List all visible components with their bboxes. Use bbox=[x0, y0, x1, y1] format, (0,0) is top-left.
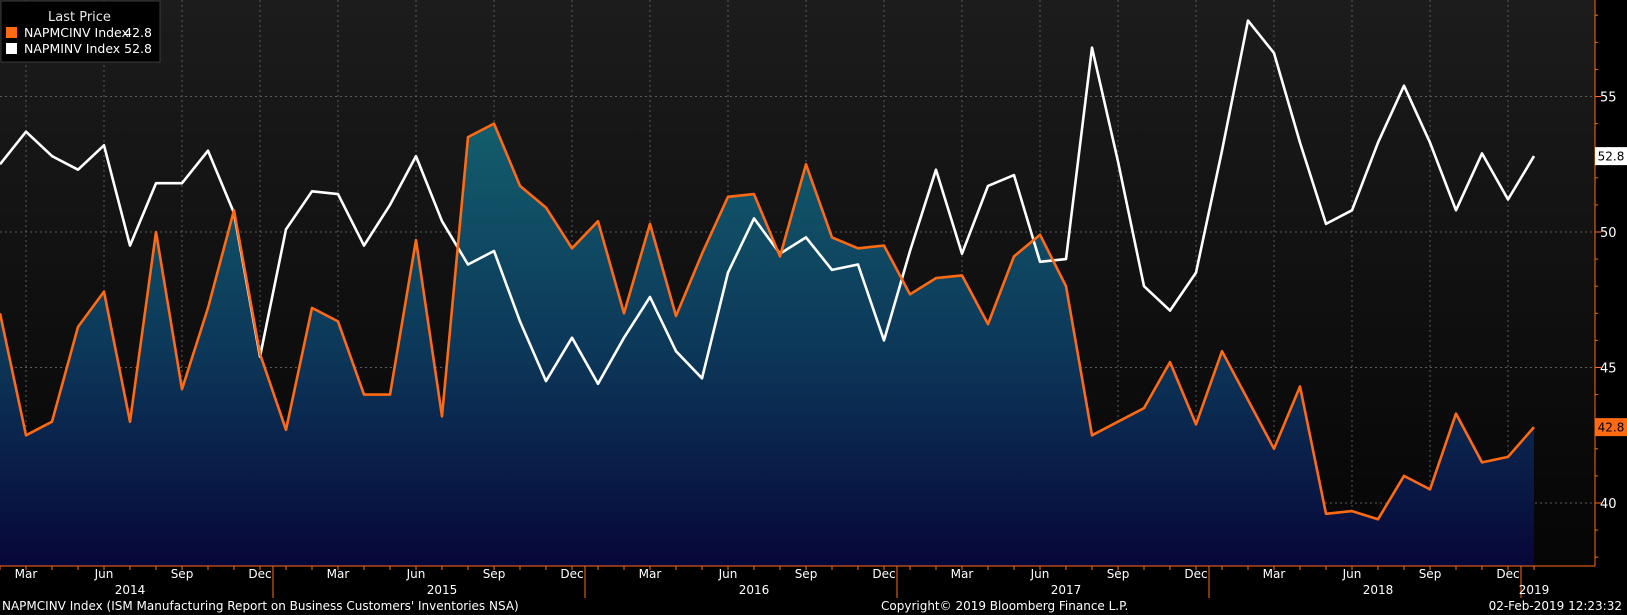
legend: Last Price NAPMCINV Index 42.8 NAPMINV I… bbox=[0, 0, 161, 63]
footer-copyright: Copyright© 2019 Bloomberg Finance L.P. bbox=[881, 599, 1128, 613]
x-tick-label-1: Jun bbox=[94, 567, 114, 581]
last-value-tag-0: 52.8 bbox=[1598, 150, 1625, 164]
x-axis: Mar Jun Sep Dec Mar Jun Sep Dec Mar Jun Sep Dec Mar J… bbox=[0, 565, 1595, 598]
x-tick-label-16: Mar bbox=[1263, 567, 1286, 581]
x-tick-label-6: Sep bbox=[483, 567, 506, 581]
legend-swatch-napminv bbox=[6, 43, 17, 54]
x-tick-label-0: Mar bbox=[15, 567, 38, 581]
y-tick-label-50: 50 bbox=[1600, 226, 1617, 241]
legend-title: Last Price bbox=[48, 10, 111, 25]
last-value-tag-bg-1 bbox=[1595, 418, 1627, 437]
legend-value-napmcinv: 42.8 bbox=[124, 25, 152, 40]
footer: NAPMCINV Index (ISM Manufacturing Report… bbox=[2, 599, 1622, 613]
x-tick-label-3: Dec bbox=[248, 567, 271, 581]
last-value-tags: 52.8 42.8 bbox=[1595, 147, 1627, 437]
x-tick-label-17: Jun bbox=[1342, 567, 1362, 581]
year-label-2015: 2015 bbox=[427, 583, 458, 597]
x-tick-label-4: Mar bbox=[327, 567, 350, 581]
legend-box bbox=[0, 0, 161, 63]
x-tick-label-15: Dec bbox=[1184, 567, 1207, 581]
y-tick-label-40: 40 bbox=[1600, 497, 1617, 512]
last-value-tag-bg-0 bbox=[1595, 147, 1627, 166]
x-tick-label-10: Sep bbox=[795, 567, 818, 581]
footer-timestamp: 02-Feb-2019 12:23:32 bbox=[1489, 599, 1622, 613]
x-tick-label-9: Jun bbox=[718, 567, 738, 581]
x-tick-label-2: Sep bbox=[171, 567, 194, 581]
x-tick-label-7: Dec bbox=[560, 567, 583, 581]
y-axis: 40 45 50 55 bbox=[1594, 0, 1617, 566]
year-label-2019: 2019 bbox=[1519, 583, 1550, 597]
legend-label-napminv: NAPMINV Index bbox=[24, 41, 120, 56]
x-tick-label-11: Dec bbox=[872, 567, 895, 581]
x-tick-label-13: Jun bbox=[1030, 567, 1050, 581]
year-label-2018: 2018 bbox=[1363, 583, 1394, 597]
legend-label-napmcinv: NAPMCINV Index bbox=[24, 25, 129, 40]
x-tick-label-8: Mar bbox=[639, 567, 662, 581]
y-tick-label-55: 55 bbox=[1600, 91, 1617, 106]
legend-swatch-napmcinv bbox=[6, 27, 17, 38]
legend-value-napminv: 52.8 bbox=[124, 41, 152, 56]
x-tick-label-12: Mar bbox=[951, 567, 974, 581]
year-label-2016: 2016 bbox=[739, 583, 770, 597]
x-tick-label-5: Jun bbox=[406, 567, 426, 581]
napmcinv-area bbox=[0, 123, 1534, 566]
footer-description: NAPMCINV Index (ISM Manufacturing Report… bbox=[2, 599, 519, 613]
x-tick-label-18: Sep bbox=[1419, 567, 1442, 581]
napmcinv-line bbox=[0, 122, 1535, 521]
year-label-2014: 2014 bbox=[115, 583, 146, 597]
x-tick-label-19: Dec bbox=[1496, 567, 1519, 581]
last-value-tag-1: 42.8 bbox=[1598, 421, 1625, 435]
y-tick-label-45: 45 bbox=[1600, 362, 1617, 377]
year-label-2017: 2017 bbox=[1051, 583, 1082, 597]
x-tick-label-14: Sep bbox=[1107, 567, 1130, 581]
